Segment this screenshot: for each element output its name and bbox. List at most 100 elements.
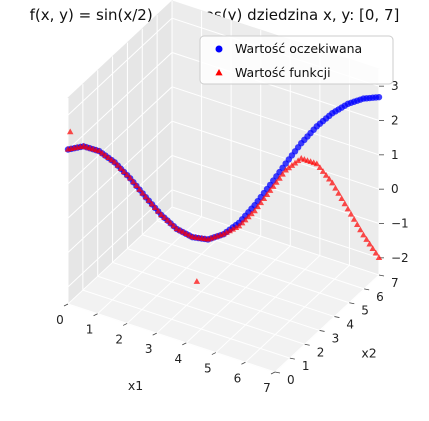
data-point-function xyxy=(164,216,171,223)
x-tick-mark xyxy=(63,303,69,307)
data-point-function xyxy=(145,197,153,203)
y-tick-label: 6 xyxy=(376,290,384,304)
data-point-function xyxy=(102,151,109,158)
z-tick-label: 3 xyxy=(391,79,399,93)
data-point-function xyxy=(142,193,149,200)
data-point-function xyxy=(117,165,125,171)
data-point-function xyxy=(154,207,162,214)
x-tick-label: 3 xyxy=(145,342,153,356)
data-point-function xyxy=(170,222,177,229)
z-tick-label: 2 xyxy=(391,114,399,128)
data-point-function xyxy=(133,182,140,189)
x-tick-mark xyxy=(211,352,217,355)
x-tick-mark xyxy=(93,313,98,317)
data-point-function xyxy=(238,219,246,226)
data-point-function xyxy=(220,230,227,237)
data-point-function xyxy=(139,189,146,196)
data-point-function xyxy=(232,224,240,231)
data-point-function xyxy=(294,157,302,164)
data-point-function xyxy=(363,236,370,242)
y-tick-label: 0 xyxy=(287,373,295,387)
x-tick-mark xyxy=(270,371,276,375)
data-point-function xyxy=(123,171,131,178)
data-point-function xyxy=(344,205,352,212)
data-point-function xyxy=(161,214,168,220)
grid-line-y xyxy=(97,70,305,345)
data-point-function xyxy=(136,186,143,192)
y-tick-label: 1 xyxy=(302,359,310,373)
data-point-function xyxy=(242,216,249,223)
data-point-function xyxy=(347,210,355,217)
data-point-expected xyxy=(375,93,383,101)
data-point-function xyxy=(120,168,128,175)
data-point-function xyxy=(285,164,293,171)
data-point-function xyxy=(372,249,380,256)
x-tick-label: 7 xyxy=(263,381,271,395)
data-point-function xyxy=(245,213,252,220)
grid-line-z xyxy=(67,51,380,150)
x-tick-mark xyxy=(152,332,157,336)
z-tick-label: −2 xyxy=(391,251,409,265)
data-point-function xyxy=(273,179,280,185)
y-tick-label: 5 xyxy=(361,304,369,318)
x-tick-mark xyxy=(182,342,187,346)
y-tick-mark xyxy=(274,371,281,374)
y-axis-label: x2 xyxy=(361,346,376,361)
grid-line-y xyxy=(112,56,320,331)
data-point-function xyxy=(366,240,373,247)
grid-line-y xyxy=(156,14,365,290)
y-tick-mark xyxy=(364,288,370,291)
data-point-function xyxy=(316,164,324,171)
data-point-function xyxy=(350,216,358,222)
z-tick-label: 0 xyxy=(391,182,399,196)
data-point-function xyxy=(279,170,286,177)
y-tick-mark xyxy=(349,302,355,305)
data-point-function xyxy=(235,222,243,229)
grid-line-y xyxy=(82,84,291,359)
legend-marker-circle xyxy=(215,45,223,53)
axis-labels: x1 x2 xyxy=(128,346,377,394)
data-marks xyxy=(64,93,383,284)
y-tick-mark xyxy=(304,343,310,346)
data-point-function xyxy=(254,203,261,210)
legend-box xyxy=(199,35,394,85)
x-tick-label: 1 xyxy=(86,323,94,337)
data-point-function xyxy=(335,190,342,196)
data-point-function xyxy=(375,254,383,260)
data-point-function xyxy=(270,183,277,189)
data-point-function xyxy=(282,166,289,173)
data-point-function xyxy=(313,160,321,167)
data-point-function xyxy=(105,154,112,160)
data-point-function xyxy=(263,191,271,197)
x-tick-mark xyxy=(241,361,246,365)
grid-line-y xyxy=(126,42,335,318)
grid-line-z xyxy=(67,154,380,253)
data-point-function xyxy=(257,199,265,206)
data-point-function xyxy=(332,184,339,191)
data-point-function xyxy=(338,195,345,201)
data-point-function xyxy=(126,174,134,181)
data-point-function xyxy=(276,174,283,181)
data-point-function xyxy=(322,171,330,178)
data-point-function xyxy=(341,200,349,207)
data-point-function xyxy=(108,156,115,163)
data-point-function xyxy=(329,179,336,186)
data-point-function xyxy=(114,161,121,168)
data-point-function xyxy=(326,175,333,182)
data-point-function xyxy=(158,211,165,218)
y-tick-label: 2 xyxy=(317,345,325,359)
data-point-function xyxy=(95,147,103,154)
data-point-function xyxy=(251,207,258,214)
z-tick-label: 1 xyxy=(391,148,399,162)
grid-line-z xyxy=(67,120,380,219)
data-point-function xyxy=(66,128,74,135)
legend: Wartość oczekiwana Wartość funkcji xyxy=(199,35,394,85)
y-tick-label: 4 xyxy=(346,318,354,332)
y-tick-mark xyxy=(334,316,340,318)
data-point-function xyxy=(248,210,255,217)
legend-label: Wartość oczekiwana xyxy=(235,41,362,56)
y-tick-label: 7 xyxy=(391,276,399,290)
data-point-function xyxy=(223,229,230,235)
